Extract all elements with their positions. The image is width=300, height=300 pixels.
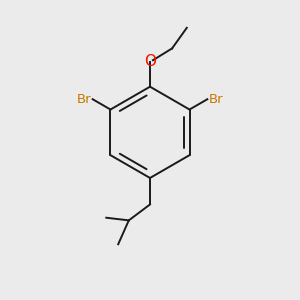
Text: O: O <box>144 54 156 69</box>
Text: Br: Br <box>209 93 224 106</box>
Text: Br: Br <box>76 93 91 106</box>
